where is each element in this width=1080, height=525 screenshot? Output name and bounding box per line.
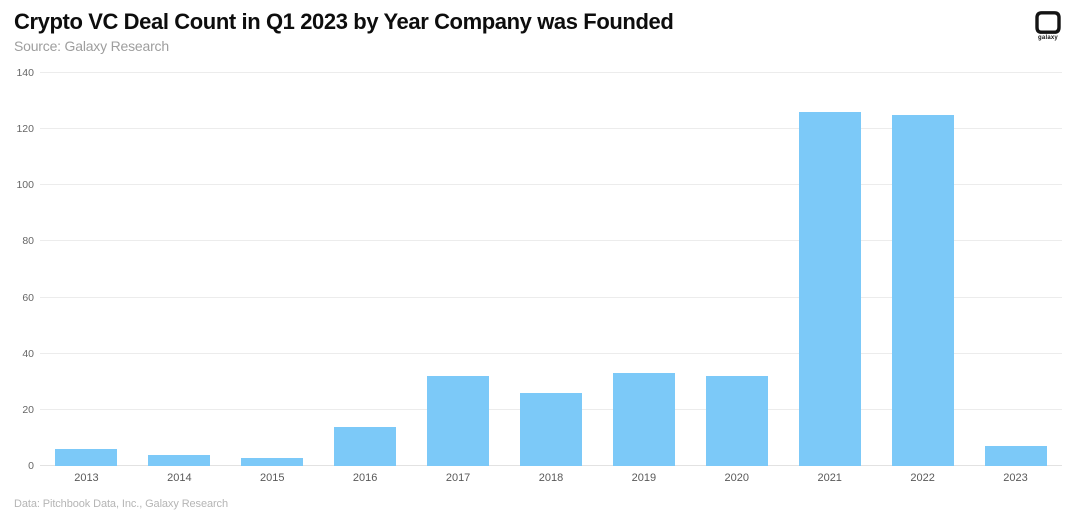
x-axis-tick-label: 2013 (74, 472, 99, 484)
x-axis-labels: 2013 2014 2015 2016 2017 2018 2019 2020 2021 2022… (40, 472, 1062, 484)
plot-area (40, 72, 1062, 466)
bar-2016 (334, 426, 397, 466)
y-axis-tick-label: 100 (16, 179, 34, 192)
y-axis-tick-label: 40 (22, 347, 34, 360)
x-axis-tick-label: 2021 (817, 472, 842, 484)
bar-2023 (984, 446, 1047, 466)
x-axis-tick-label: 2016 (352, 472, 378, 484)
page-title: Crypto VC Deal Count in Q1 2023 by Year … (14, 9, 674, 34)
x-axis-tick-label: 2019 (631, 472, 657, 484)
x-axis-tick-label: 2014 (167, 472, 192, 484)
bar-2021 (798, 112, 861, 466)
bar-2014 (148, 454, 211, 466)
bar-2020 (705, 376, 768, 466)
bar-2018 (519, 393, 582, 466)
y-axis-tick-label: 20 (22, 403, 34, 416)
galaxy-logo-label: galaxy (1038, 35, 1058, 41)
y-axis-tick-label: 120 (16, 123, 34, 136)
y-axis-tick-label: 80 (22, 235, 34, 248)
bar-2015 (241, 457, 304, 466)
y-axis-tick-label: 60 (22, 291, 34, 304)
gridline (40, 296, 1062, 298)
gridline (40, 352, 1062, 354)
y-axis-tick-label: 140 (16, 67, 34, 79)
bar-2017 (427, 376, 490, 466)
chart-source-subtitle: Source: Galaxy Research (14, 38, 169, 54)
x-axis-tick-label: 2018 (538, 472, 564, 484)
bar-series (40, 73, 1062, 466)
bar-2022 (891, 115, 954, 466)
x-axis-tick-label: 2017 (445, 472, 471, 484)
gridline (40, 240, 1062, 242)
x-axis-tick-label: 2020 (724, 472, 750, 484)
x-axis-tick-label: 2015 (260, 472, 285, 484)
bar-2013 (55, 449, 118, 466)
bar-2019 (612, 373, 675, 466)
data-credit: Data: Pitchbook Data, Inc., Galaxy Resea… (14, 498, 228, 510)
galaxy-logo: galaxy (1026, 11, 1070, 41)
gridline (40, 72, 1062, 73)
galaxy-helmet-icon (1035, 11, 1061, 34)
y-axis-tick-label: 0 (28, 460, 34, 472)
gridline (40, 184, 1062, 186)
x-axis-tick-label: 2022 (910, 472, 935, 484)
gridline (40, 128, 1062, 130)
x-axis-tick-label: 2023 (1003, 472, 1028, 484)
